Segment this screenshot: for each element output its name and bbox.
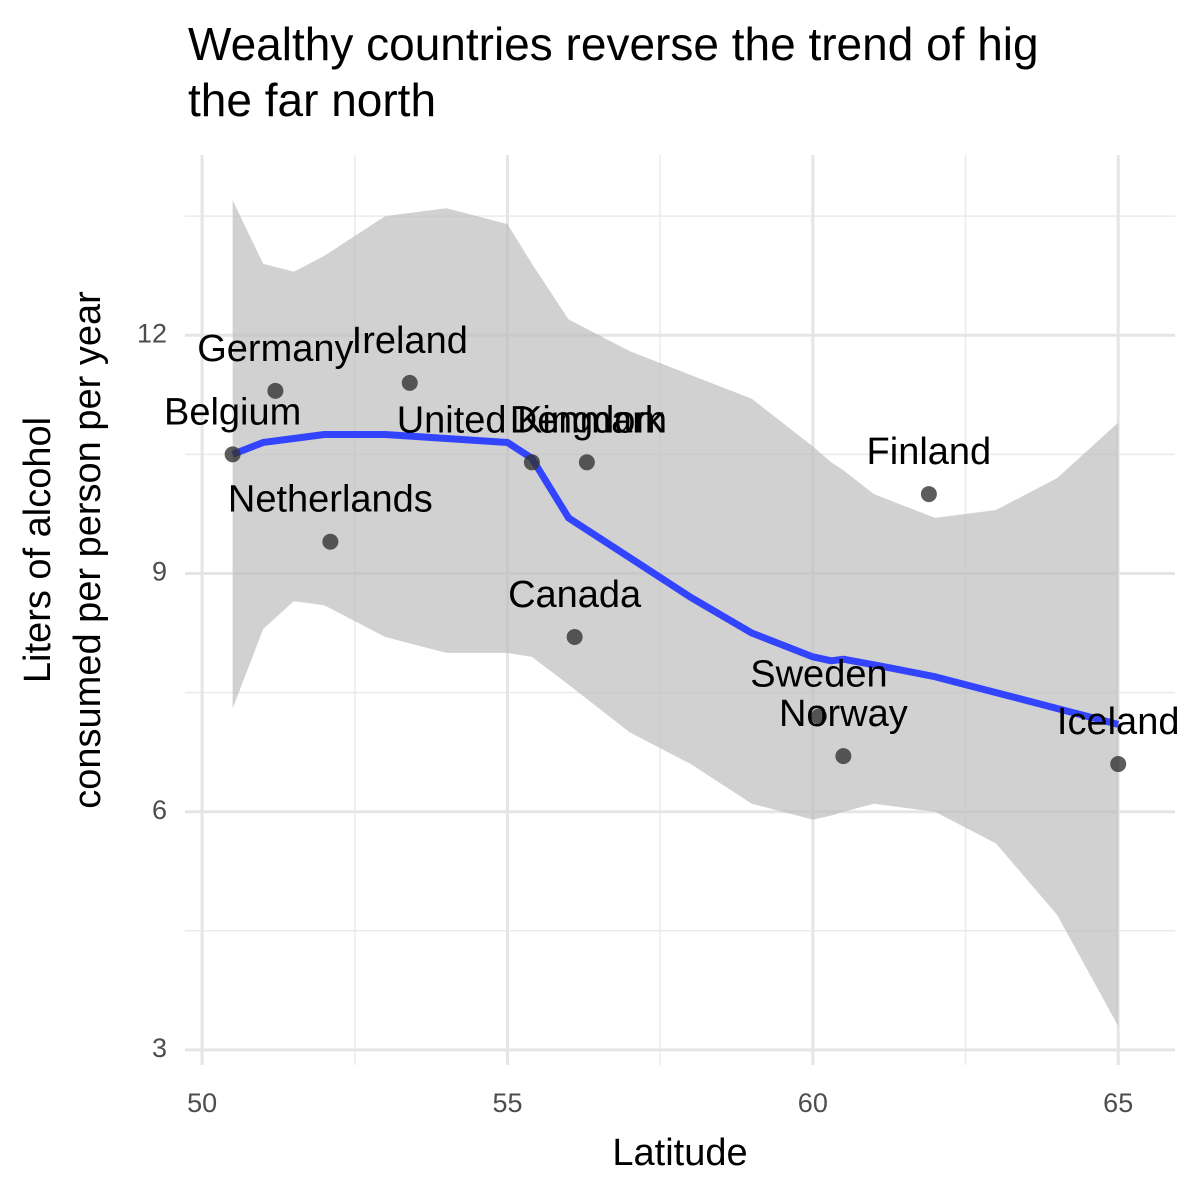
confidence-band — [232, 200, 1119, 1027]
point — [1110, 756, 1127, 773]
point — [224, 446, 241, 463]
point-label: United Kingdom — [397, 399, 667, 441]
point — [322, 533, 339, 550]
x-tick-label: 65 — [1103, 1088, 1133, 1118]
point — [810, 708, 827, 725]
x-tick-label: 55 — [492, 1088, 522, 1118]
point-label: Netherlands — [228, 479, 433, 521]
x-tick-label: 50 — [187, 1088, 217, 1118]
y-tick-label: 3 — [152, 1033, 167, 1063]
point-label: Germany — [197, 328, 353, 370]
chart-title: the far north — [188, 74, 436, 126]
point — [920, 486, 937, 503]
point-label: Canada — [508, 574, 642, 616]
point — [835, 748, 852, 765]
y-tick-label: 12 — [137, 318, 167, 348]
point-label: Sweden — [750, 653, 887, 695]
point-label: Ireland — [352, 320, 468, 362]
point-label: Belgium — [164, 391, 301, 433]
point-label: Norway — [779, 693, 908, 735]
x-tick-label: 60 — [798, 1088, 828, 1118]
point-label: Iceland — [1057, 701, 1180, 743]
smooth-line — [231, 431, 1120, 728]
point — [267, 382, 284, 399]
y-tick-label: 9 — [152, 557, 167, 587]
point-label: Denmark — [510, 399, 665, 441]
x-axis-label: Latitude — [612, 1132, 747, 1174]
y-axis-label: Liters of alcohol — [17, 417, 59, 683]
point — [523, 454, 540, 471]
point-label: Finland — [867, 431, 992, 473]
y-axis-label: consumed per person per year — [67, 291, 109, 809]
point — [566, 628, 583, 645]
point — [578, 454, 595, 471]
chart-title: Wealthy countries reverse the trend of h… — [188, 18, 1039, 70]
point — [401, 374, 418, 391]
y-tick-label: 6 — [152, 795, 167, 825]
